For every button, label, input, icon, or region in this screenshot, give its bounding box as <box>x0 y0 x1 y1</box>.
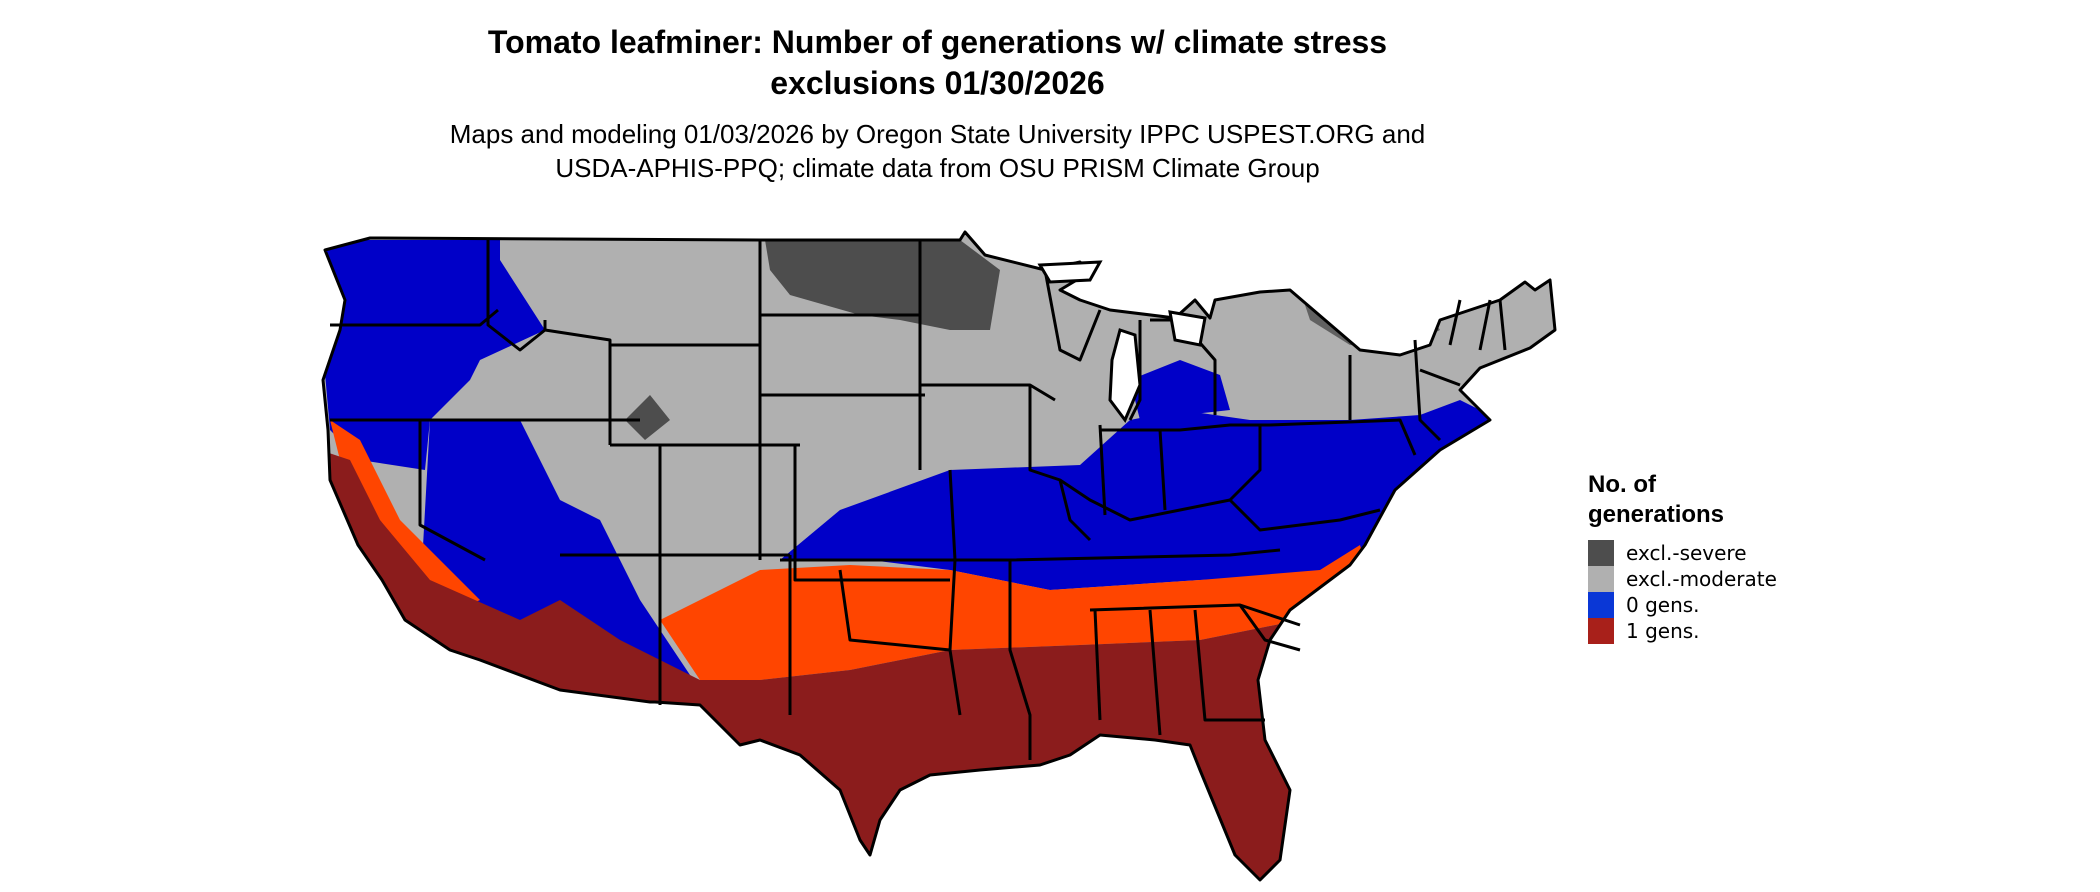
map-subtitle: Maps and modeling 01/03/2026 by Oregon S… <box>300 117 1575 185</box>
legend-swatch <box>1588 618 1614 644</box>
map-header: Tomato leafminer: Number of generations … <box>300 22 1575 185</box>
legend-item-1-gens: 1 gens. <box>1588 618 1777 644</box>
legend-item-0-gens: 0 gens. <box>1588 592 1777 618</box>
map-subtitle-line-1: Maps and modeling 01/03/2026 by Oregon S… <box>449 119 1426 149</box>
map-title-line-1: Tomato leafminer: Number of generations … <box>487 24 1388 60</box>
legend-label: excl.-moderate <box>1626 567 1777 591</box>
legend-swatch <box>1588 566 1614 592</box>
legend-title-line-1: No. of <box>1588 471 1656 498</box>
legend-swatch <box>1588 540 1614 566</box>
map-title: Tomato leafminer: Number of generations … <box>300 22 1575 104</box>
map-subtitle-line-2: USDA-APHIS-PPQ; climate data from OSU PR… <box>555 153 1320 183</box>
legend-label: excl.-severe <box>1626 541 1747 565</box>
map-title-line-2: exclusions 01/30/2026 <box>770 65 1105 101</box>
legend-label: 1 gens. <box>1626 619 1700 643</box>
map-legend: No. of generations excl.-severe excl.-mo… <box>1588 470 1777 644</box>
legend-item-excl-severe: excl.-severe <box>1588 540 1777 566</box>
legend-label: 0 gens. <box>1626 593 1700 617</box>
legend-title: No. of generations <box>1588 470 1777 530</box>
state-borders <box>321 230 1557 882</box>
legend-title-line-2: generations <box>1588 501 1725 528</box>
legend-item-excl-moderate: excl.-moderate <box>1588 566 1777 592</box>
map-fill-regions <box>323 232 1555 880</box>
great-lakes <box>1037 260 1207 423</box>
legend-swatch <box>1588 592 1614 618</box>
